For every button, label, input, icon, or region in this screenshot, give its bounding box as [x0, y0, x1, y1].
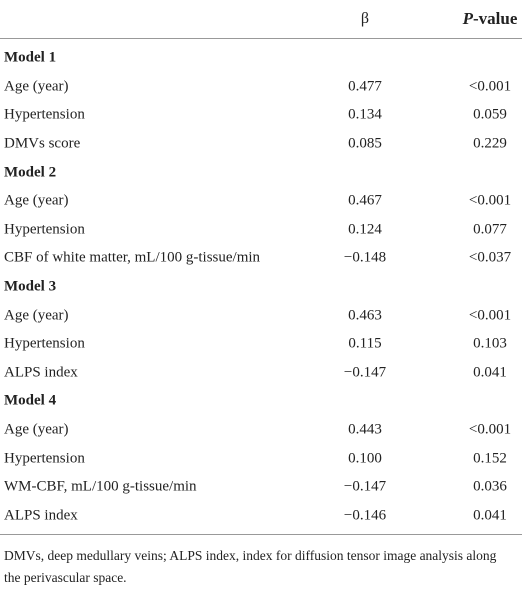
variable: Age (year): [4, 307, 69, 324]
variable: Hypertension: [4, 106, 85, 123]
variable: Hypertension: [4, 450, 85, 467]
variable: ALPS index: [4, 507, 78, 524]
beta-value: 0.477: [348, 78, 382, 95]
beta-value: 0.124: [348, 221, 382, 238]
variable: Age (year): [4, 192, 69, 209]
variable: Hypertension: [4, 335, 85, 352]
beta-value: 0.443: [348, 421, 382, 438]
p-value: 0.059: [473, 106, 507, 123]
beta-value: 0.467: [348, 192, 382, 209]
data-row: DMVs score 0.085 0.229: [0, 130, 522, 159]
beta-header: β: [360, 10, 370, 27]
p-value: 0.077: [473, 221, 507, 238]
group-label: Model 3: [4, 278, 57, 295]
data-row: Hypertension 0.100 0.152: [0, 444, 522, 473]
data-row: Age (year) 0.443 <0.001: [0, 416, 522, 445]
data-row: Age (year) 0.477 <0.001: [0, 73, 522, 102]
beta-value: −0.147: [343, 364, 387, 381]
group-label: Model 1: [4, 49, 57, 66]
variable: ALPS index: [4, 364, 78, 381]
data-row: ALPS index −0.146 0.041: [0, 502, 522, 531]
data-row: Hypertension 0.115 0.103: [0, 330, 522, 359]
data-row: Hypertension 0.134 0.059: [0, 101, 522, 130]
p-value: <0.001: [468, 192, 512, 209]
table-body: Model 1 Age (year) 0.477 <0.001 Hypertension…: [0, 39, 522, 536]
p-value: 0.103: [473, 335, 507, 352]
variable: Hypertension: [4, 221, 85, 238]
variable: WM-CBF, mL/100 g-tissue/min: [4, 478, 197, 495]
data-row: Age (year) 0.463 <0.001: [0, 301, 522, 330]
p-value: 0.229: [473, 135, 507, 152]
data-row: Hypertension 0.124 0.077: [0, 216, 522, 245]
p-value: <0.001: [468, 421, 512, 438]
variable: CBF of white matter, mL/100 g-tissue/min: [4, 249, 261, 266]
p-value: 0.036: [473, 478, 507, 495]
p-italic: P: [462, 9, 473, 28]
variable: Age (year): [4, 421, 69, 438]
group-label: Model 2: [4, 164, 57, 181]
beta-value: 0.134: [348, 106, 382, 123]
p-value: 0.041: [473, 364, 507, 381]
p-value: <0.037: [468, 249, 512, 266]
beta-value: −0.148: [343, 249, 387, 266]
p-value-header: P-value: [463, 9, 518, 29]
p-rest: -value: [473, 9, 518, 28]
beta-value: −0.146: [343, 507, 387, 524]
p-value: 0.041: [473, 507, 507, 524]
group-row: Model 3: [0, 273, 522, 302]
data-row: CBF of white matter, mL/100 g-tissue/min…: [0, 244, 522, 273]
beta-value: 0.085: [348, 135, 382, 152]
beta-value: −0.147: [343, 478, 387, 495]
variable: DMVs score: [4, 135, 81, 152]
variable: Age (year): [4, 78, 69, 95]
footnote: DMVs, deep medullary veins; ALPS index, …: [4, 548, 497, 586]
beta-value: 0.100: [348, 450, 382, 467]
group-row: Model 4: [0, 387, 522, 416]
header-row: β P-value: [0, 0, 522, 39]
group-row: Model 2: [0, 158, 522, 187]
p-value: <0.001: [468, 78, 512, 95]
data-row: WM-CBF, mL/100 g-tissue/min −0.147 0.036: [0, 473, 522, 502]
data-row: ALPS index −0.147 0.041: [0, 359, 522, 388]
beta-value: 0.115: [348, 335, 382, 352]
p-value: 0.152: [473, 450, 507, 467]
beta-value: 0.463: [348, 307, 382, 324]
group-label: Model 4: [4, 392, 57, 409]
group-row: Model 1: [0, 44, 522, 73]
p-value: <0.001: [468, 307, 512, 324]
data-row: Age (year) 0.467 <0.001: [0, 187, 522, 216]
